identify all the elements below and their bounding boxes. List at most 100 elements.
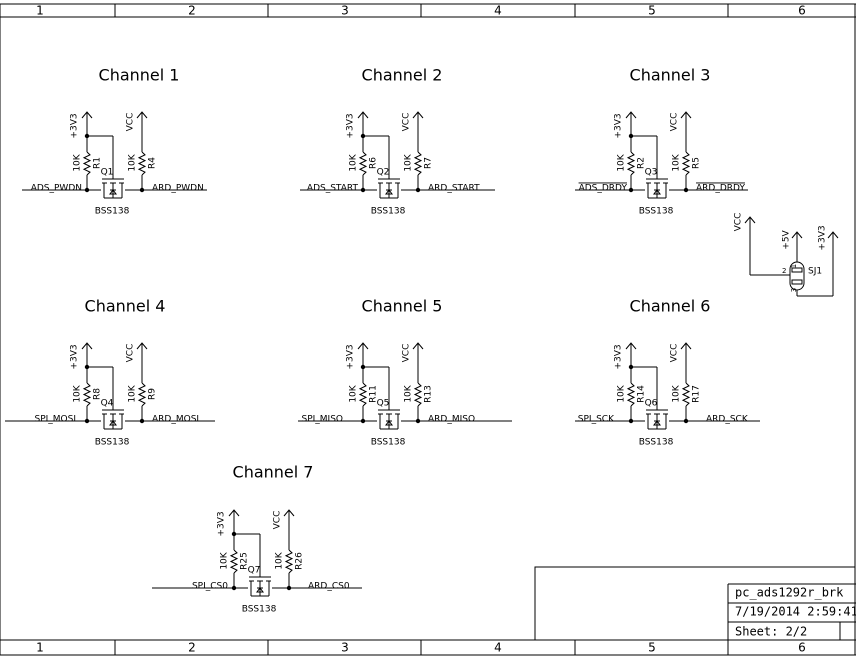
junction [415,187,421,193]
column-label: 1 [36,4,44,18]
mosfet-diode [109,420,117,426]
net-label: ARD_MOSI [152,415,199,425]
resistor-value: 10K [73,153,83,171]
net-label: ARD_SCK [706,415,749,425]
junction [231,585,237,591]
resistor-value: 10K [349,153,359,171]
transistor-ref: Q7 [248,566,261,576]
supply-arrow [81,342,93,350]
channel-title: Channel 7 [233,463,314,482]
junction [286,585,292,591]
resistor-ref: R4 [148,157,158,169]
net-label: SPI_CS0 [192,582,228,592]
board-name: pc_ads1292r_brk [735,586,844,600]
supply-label: +3V3 [346,113,356,138]
resistor-value: 10K [128,384,138,402]
junction [360,364,366,370]
junction [84,133,90,139]
supply-label: +5V [782,229,792,249]
channel-title: Channel 6 [630,297,711,316]
net-label: SPI_SCK [578,415,615,425]
resistor-ref: R7 [424,157,434,169]
jumper-ref: SJ1 [808,267,822,277]
resistor-ref: R14 [637,385,647,403]
column-label: 4 [494,641,502,655]
resistor-ref: R26 [295,552,305,570]
transistor-ref: Q2 [377,168,390,178]
column-label: 3 [341,4,349,18]
column-label: 3 [341,641,349,655]
junction [628,418,634,424]
supply-arrow [81,111,93,119]
channel-title: Channel 1 [99,66,180,85]
transistor-part: BSS138 [95,438,130,448]
supply-arrow [744,216,756,224]
supply-label: VCC [126,344,136,363]
supply-label: VCC [126,113,136,132]
junction [360,187,366,193]
resistor [82,151,92,176]
channel-title: Channel 3 [630,66,711,85]
mosfet-diode [653,420,661,426]
supply-label: +3V3 [818,225,828,250]
supply-label: VCC [273,511,283,530]
supply-arrow [412,342,424,350]
mosfet-diode [385,189,393,195]
supply-label: VCC [402,113,412,132]
junction [84,418,90,424]
resistor-value: 10K [275,551,285,569]
transistor-part: BSS138 [371,438,406,448]
date: 7/19/2014 2:59:41 [735,605,856,619]
column-label: 6 [798,4,806,18]
supply-arrow [136,342,148,350]
resistor-ref: R1 [93,157,103,169]
pin-label: 2 [782,267,786,275]
supply-label: +3V3 [614,113,624,138]
resistor-ref: R5 [692,157,702,169]
supply-arrow [791,231,803,239]
supply-arrow [357,342,369,350]
supply-label: VCC [402,344,412,363]
resistor-value: 10K [220,551,230,569]
resistor [413,151,423,176]
supply-label: +3V3 [217,511,227,536]
transistor-part: BSS138 [639,438,674,448]
column-label: 2 [188,4,196,18]
supply-label: +3V3 [70,113,80,138]
junction [628,133,634,139]
pin-label: 3 [790,288,798,292]
supply-label: +3V3 [614,344,624,369]
resistor-value: 10K [349,384,359,402]
resistor-ref: R8 [93,388,103,400]
junction [415,418,421,424]
resistor [681,151,691,176]
transistor-part: BSS138 [242,605,277,615]
supply-label: VCC [670,344,680,363]
supply-arrow [680,111,692,119]
mosfet-diode [385,420,393,426]
resistor [137,151,147,176]
transistor-ref: Q6 [645,399,658,409]
resistor-value: 10K [404,384,414,402]
resistor-ref: R25 [240,552,250,570]
resistor-value: 10K [128,153,138,171]
supply-arrow [136,111,148,119]
column-label: 5 [648,4,656,18]
junction [360,418,366,424]
resistor [413,382,423,407]
resistor-value: 10K [617,153,627,171]
resistor-ref: R6 [369,157,379,169]
column-label: 5 [648,641,656,655]
net-label: ADS_DRDY [579,184,628,194]
transistor-ref: Q4 [101,399,114,409]
solder-jumper [789,261,805,291]
supply-arrow [625,342,637,350]
channel-title: Channel 4 [85,297,166,316]
net-label: ARD_PWDN [152,184,204,194]
net-label: ADS_START [307,184,359,194]
junction [139,418,145,424]
supply-arrow [283,509,295,517]
channel-title: Channel 5 [362,297,443,316]
net-label: ARD_CS0 [308,582,350,592]
transistor-ref: Q3 [645,168,658,178]
